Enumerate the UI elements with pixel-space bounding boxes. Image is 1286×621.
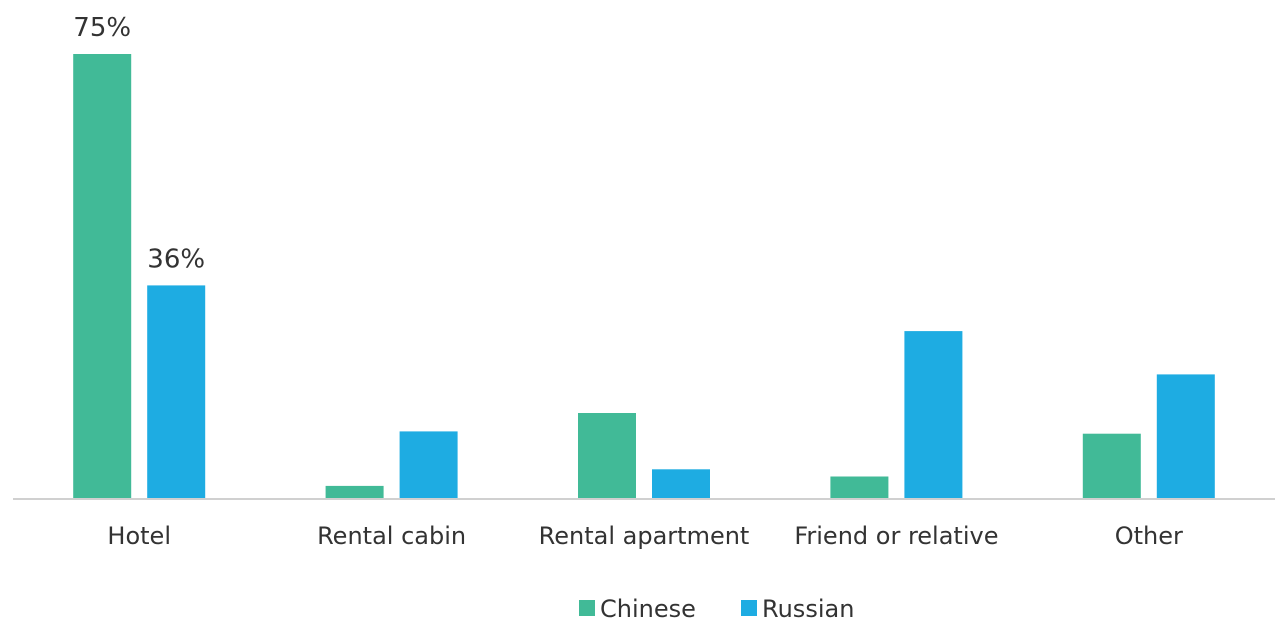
- bar-russian-other: [1156, 374, 1215, 499]
- legend-swatch-russian: [741, 600, 757, 616]
- bar-russian-rental-cabin: [399, 431, 458, 499]
- legend-label-russian: Russian: [762, 595, 854, 621]
- data-label-russian-hotel: 36%: [147, 244, 205, 274]
- category-labels: Hotel Rental cabin Rental apartment Friend …: [107, 522, 1183, 550]
- bar-chinese-other: [1082, 433, 1141, 499]
- value-labels: 75% 36%: [73, 13, 205, 274]
- legend: Chinese Russian: [579, 595, 854, 621]
- category-label-rental-apartment: Rental apartment: [539, 522, 750, 550]
- bar-russian-hotel: [147, 285, 206, 499]
- category-label-other: Other: [1115, 522, 1183, 550]
- bar-chinese-rental-cabin: [325, 485, 384, 499]
- bar-chinese-rental-apartment: [578, 413, 636, 499]
- data-label-chinese-hotel: 75%: [73, 13, 131, 43]
- bars: [73, 54, 1215, 499]
- bar-chinese-friend-or-relative: [830, 476, 889, 499]
- legend-swatch-chinese: [579, 600, 595, 616]
- legend-label-chinese: Chinese: [600, 595, 696, 621]
- bar-chinese-hotel: [73, 54, 132, 499]
- category-label-rental-cabin: Rental cabin: [317, 522, 466, 550]
- category-label-hotel: Hotel: [107, 522, 171, 550]
- category-label-friend-or-relative: Friend or relative: [794, 522, 998, 550]
- bar-russian-rental-apartment: [652, 469, 710, 499]
- bar-russian-friend-or-relative: [904, 331, 963, 499]
